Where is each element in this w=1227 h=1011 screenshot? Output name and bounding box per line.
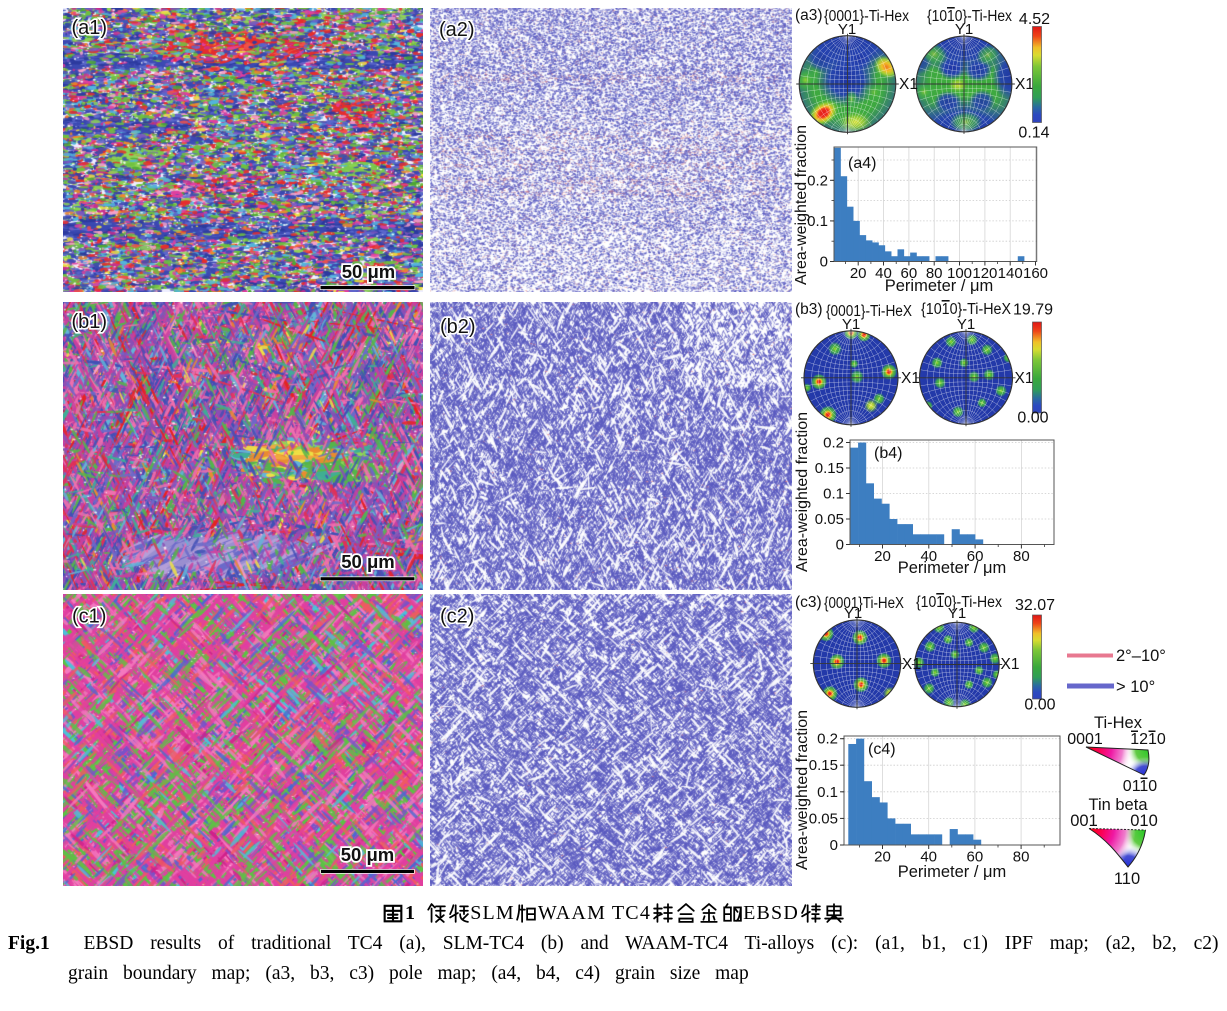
svg-text:0.1: 0.1: [807, 213, 828, 230]
svg-text:0.1: 0.1: [817, 784, 838, 801]
svg-text:80: 80: [1013, 849, 1030, 866]
svg-text:Y1: Y1: [957, 316, 975, 333]
svg-text:{1010}-Ti-Hex: {1010}-Ti-Hex: [927, 8, 1012, 25]
svg-text:001: 001: [1070, 812, 1098, 830]
svg-text:Area-weighted fraction: Area-weighted fraction: [794, 710, 811, 870]
svg-text:010: 010: [1130, 812, 1158, 830]
svg-text:Area-weighted fraction: Area-weighted fraction: [793, 125, 810, 285]
svg-text:(c2): (c2): [440, 606, 474, 628]
svg-text:140: 140: [998, 265, 1023, 282]
svg-text:Perimeter / μm: Perimeter / μm: [898, 559, 1007, 577]
svg-text:{1010}-Ti-Hex: {1010}-Ti-Hex: [916, 594, 1002, 611]
svg-text:0.05: 0.05: [815, 511, 844, 528]
svg-text:X1: X1: [1001, 656, 1020, 673]
svg-text:50 μm: 50 μm: [341, 844, 395, 865]
svg-text:Tin beta: Tin beta: [1088, 796, 1148, 814]
svg-text:160: 160: [1023, 265, 1048, 282]
svg-text:(a4): (a4): [848, 155, 876, 172]
svg-text:1210: 1210: [1130, 731, 1166, 748]
svg-text:> 10°: > 10°: [1116, 678, 1155, 696]
svg-text:20: 20: [874, 548, 891, 565]
svg-text:(c1): (c1): [72, 606, 106, 628]
svg-text:(b1): (b1): [72, 311, 108, 333]
svg-text:0.15: 0.15: [815, 460, 844, 477]
svg-text:60: 60: [967, 548, 984, 565]
svg-text:40: 40: [920, 849, 937, 866]
svg-text:4.52: 4.52: [1019, 11, 1050, 28]
svg-text:60: 60: [967, 849, 984, 866]
svg-text:X1: X1: [899, 76, 918, 93]
svg-text:Y1: Y1: [838, 21, 856, 38]
svg-text:Y1: Y1: [842, 316, 860, 333]
svg-text:X1: X1: [1015, 76, 1034, 93]
svg-text:(a1): (a1): [72, 17, 108, 39]
svg-text:{0001}-Ti-HeX: {0001}-Ti-HeX: [826, 303, 913, 320]
svg-text:40: 40: [920, 548, 937, 565]
svg-text:2°–10°: 2°–10°: [1116, 647, 1166, 665]
svg-text:110: 110: [1114, 870, 1140, 888]
svg-text:(a2): (a2): [439, 19, 475, 41]
svg-text:X1: X1: [1015, 370, 1034, 387]
svg-text:19.79: 19.79: [1013, 302, 1053, 319]
svg-text:0: 0: [830, 837, 838, 854]
svg-text:Perimeter / μm: Perimeter / μm: [898, 863, 1007, 881]
svg-text:0.2: 0.2: [817, 731, 838, 748]
svg-text:{0001}-Ti-Hex: {0001}-Ti-Hex: [824, 8, 909, 25]
svg-text:(b3): (b3): [795, 301, 823, 318]
svg-text:32.07: 32.07: [1015, 597, 1055, 614]
svg-text:80: 80: [1013, 548, 1030, 565]
svg-text:0.05: 0.05: [809, 810, 838, 827]
svg-text:0.15: 0.15: [809, 757, 838, 774]
svg-text:0.2: 0.2: [823, 435, 844, 452]
svg-text:0: 0: [820, 254, 828, 271]
svg-text:Area-weighted fraction: Area-weighted fraction: [794, 412, 811, 572]
svg-text:(a3): (a3): [795, 7, 823, 24]
svg-text:50 μm: 50 μm: [341, 551, 395, 572]
svg-text:(c4): (c4): [868, 741, 896, 758]
svg-text:Perimeter / μm: Perimeter / μm: [885, 277, 994, 295]
svg-text:Ti-Hex: Ti-Hex: [1094, 714, 1143, 732]
svg-text:X1: X1: [902, 656, 921, 673]
svg-text:60: 60: [901, 265, 918, 282]
svg-text:120: 120: [972, 265, 997, 282]
svg-text:0.2: 0.2: [807, 172, 828, 189]
svg-text:0110: 0110: [1123, 778, 1158, 795]
svg-text:0.1: 0.1: [823, 486, 844, 503]
svg-text:(c3): (c3): [795, 594, 822, 611]
svg-text:{0001}Ti-HeX: {0001}Ti-HeX: [824, 595, 905, 612]
svg-text:Y1: Y1: [948, 605, 966, 622]
svg-text:(b4): (b4): [874, 445, 902, 462]
svg-text:50 μm: 50 μm: [342, 261, 396, 282]
svg-text:{1010}-Ti-HeX: {1010}-Ti-HeX: [921, 301, 1012, 318]
svg-text:X1: X1: [901, 370, 920, 387]
svg-text:20: 20: [850, 265, 867, 282]
svg-text:20: 20: [874, 849, 891, 866]
svg-text:40: 40: [875, 265, 892, 282]
svg-text:0.00: 0.00: [1024, 697, 1055, 714]
svg-text:0.14: 0.14: [1018, 125, 1049, 142]
svg-text:Y1: Y1: [955, 21, 973, 38]
svg-text:Y1: Y1: [844, 605, 862, 622]
svg-text:0.00: 0.00: [1017, 410, 1048, 427]
svg-text:0001: 0001: [1067, 731, 1103, 748]
svg-text:0: 0: [836, 537, 844, 554]
svg-text:(b2): (b2): [440, 316, 476, 338]
svg-text:100: 100: [947, 265, 972, 282]
svg-text:80: 80: [926, 265, 943, 282]
